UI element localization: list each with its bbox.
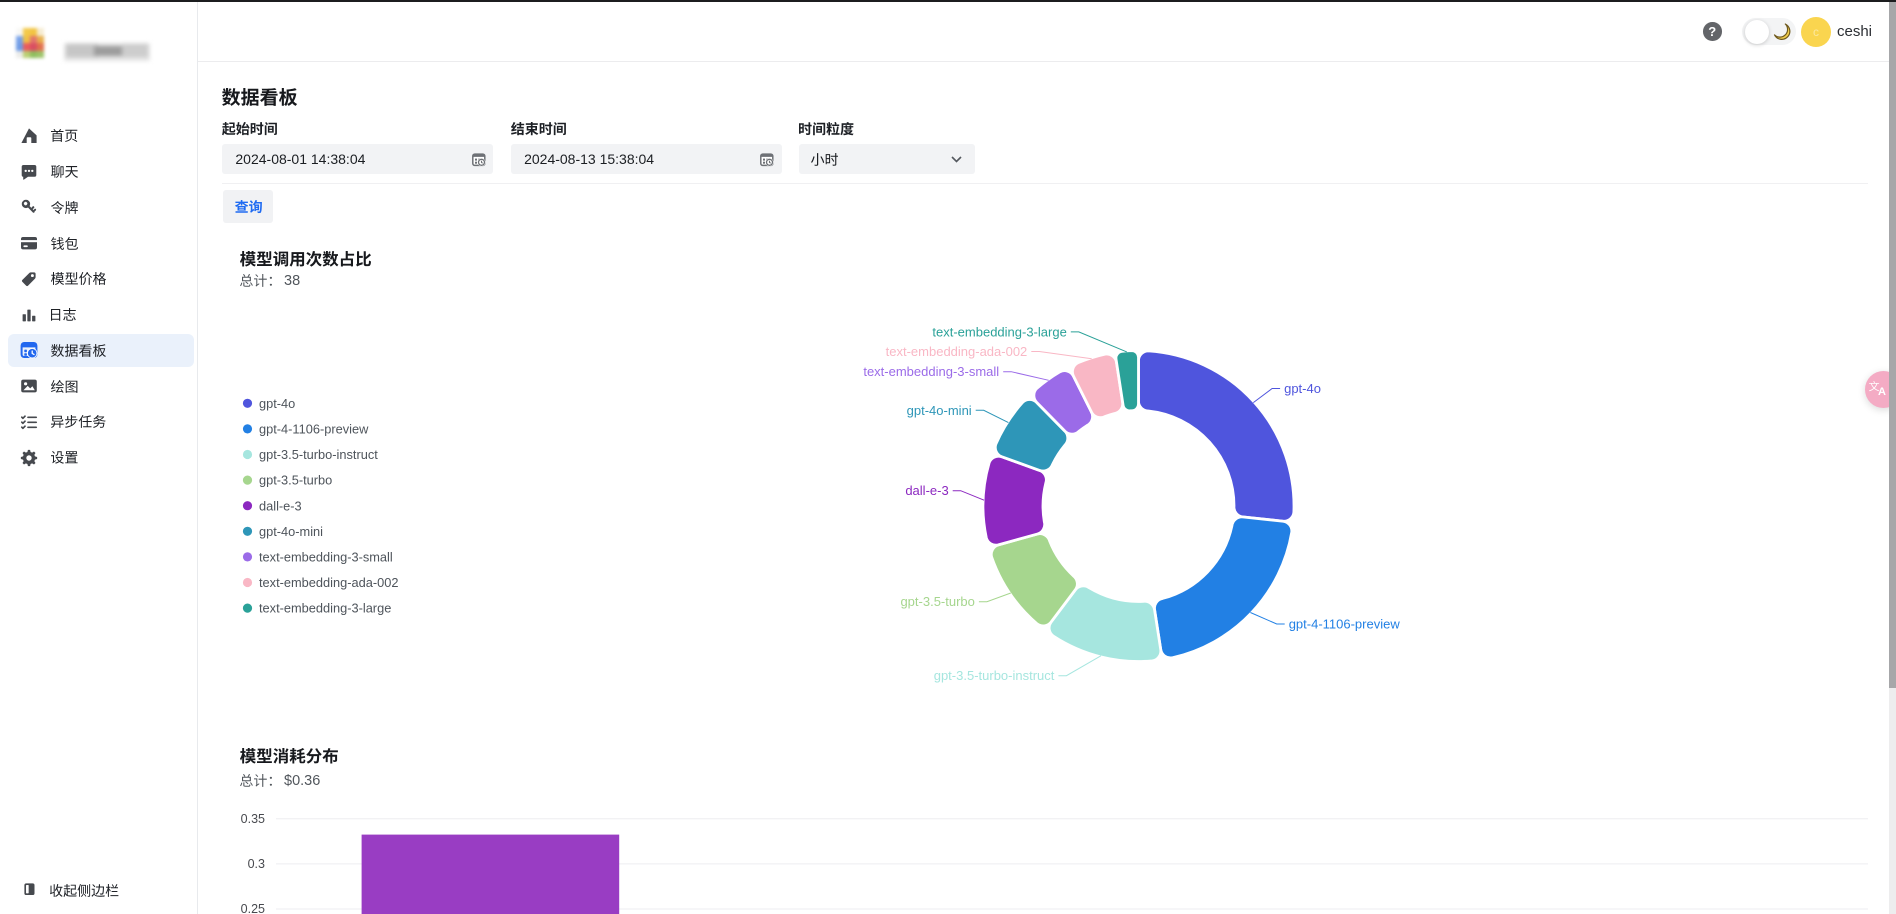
svg-text:gpt-4o-mini: gpt-4o-mini: [259, 524, 323, 539]
svg-text:text-embedding-3-small: text-embedding-3-small: [259, 550, 393, 565]
svg-text:gpt-3.5-turbo: gpt-3.5-turbo: [900, 594, 974, 609]
svg-text:dall-e-3: dall-e-3: [905, 483, 948, 498]
svg-text:0.3: 0.3: [248, 857, 265, 871]
svg-text:0.35: 0.35: [241, 812, 265, 826]
svg-text:dall-e-3: dall-e-3: [259, 498, 302, 513]
svg-text:gpt-4o-mini: gpt-4o-mini: [907, 403, 972, 418]
svg-text:text-embedding-ada-002: text-embedding-ada-002: [259, 575, 398, 590]
svg-text:gpt-4o: gpt-4o: [259, 396, 295, 411]
svg-text:gpt-3.5-turbo: gpt-3.5-turbo: [259, 473, 332, 488]
svg-text:0.25: 0.25: [241, 902, 265, 914]
svg-text:gpt-4-1106-preview: gpt-4-1106-preview: [1289, 617, 1401, 632]
svg-text:text-embedding-3-large: text-embedding-3-large: [259, 601, 391, 616]
svg-text:text-embedding-ada-002: text-embedding-ada-002: [886, 344, 1028, 359]
svg-text:text-embedding-3-large: text-embedding-3-large: [932, 324, 1066, 339]
svg-text:gpt-4o: gpt-4o: [1284, 381, 1321, 396]
svg-text:gpt-4-1106-preview: gpt-4-1106-preview: [259, 422, 369, 437]
svg-text:gpt-3.5-turbo-instruct: gpt-3.5-turbo-instruct: [934, 668, 1055, 683]
svg-text:text-embedding-3-small: text-embedding-3-small: [863, 364, 999, 379]
svg-text:gpt-3.5-turbo-instruct: gpt-3.5-turbo-instruct: [259, 447, 378, 462]
